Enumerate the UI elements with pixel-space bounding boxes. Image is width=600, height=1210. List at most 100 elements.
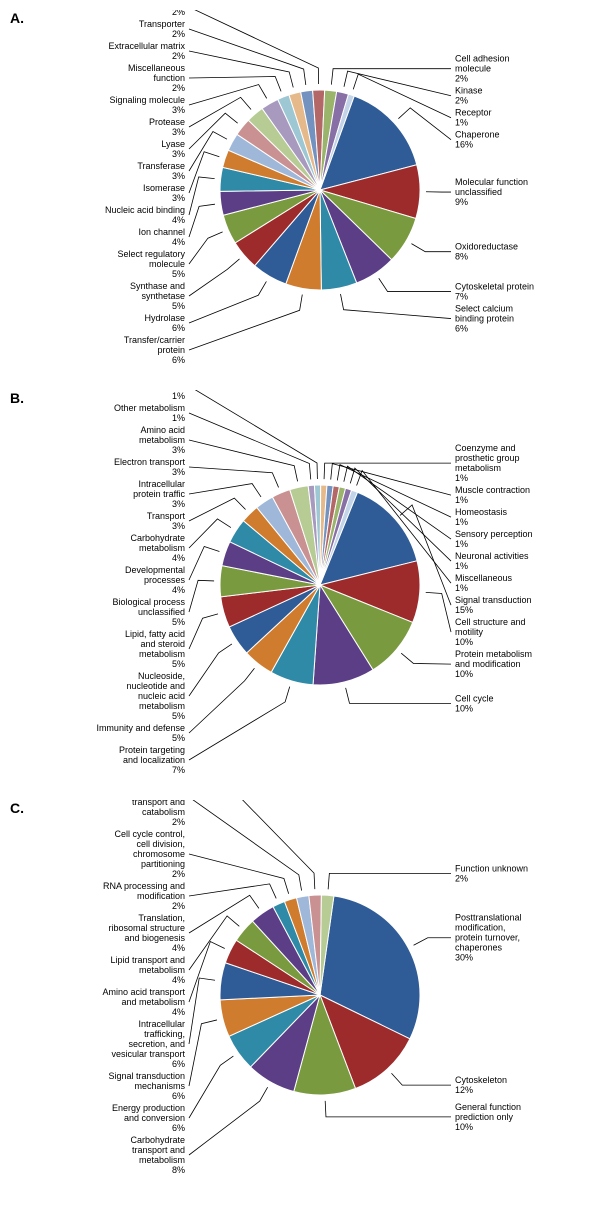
pie-chart: Cell adhesionmolecule2%Kinase2%Receptor1… — [10, 10, 590, 370]
slice-label: Translation,ribosomal structureand bioge… — [108, 913, 185, 953]
leader-line — [398, 108, 451, 140]
slice-label: Muscle contraction1% — [455, 485, 530, 505]
slice-label: Intracellularprotein traffic3% — [133, 479, 185, 509]
leader-line — [401, 653, 451, 664]
slice-label: Developmentalprocesses4% — [125, 565, 186, 595]
slice-label: Select regulatorymolecule5% — [117, 249, 185, 279]
leader-line — [189, 77, 281, 92]
slice-label: Neuronal activities1% — [455, 551, 529, 571]
leader-line — [189, 97, 251, 127]
slice-label: Amino acid transportand metabolism4% — [102, 987, 185, 1017]
slice-label: Signal transduction15% — [455, 595, 532, 615]
slice-label: Transfer/carrierprotein6% — [124, 335, 185, 365]
slice-label: Other metabolism1% — [114, 403, 185, 423]
slice-label: Oxidoreductase8% — [455, 242, 518, 262]
slice-label: Miscellaneous1% — [455, 573, 513, 593]
leader-line — [189, 29, 306, 85]
slice-label: Nucleoside,nucleotide andnucleic acidmet… — [126, 671, 185, 721]
slice-label: Carbohydratemetabolism4% — [130, 533, 185, 563]
slice-label: Cell adhesionmolecule2% — [455, 54, 510, 84]
slice-label: Nucleic acid binding4% — [105, 205, 185, 225]
leader-line — [391, 1073, 451, 1085]
slice-label: Signaling molecule3% — [109, 95, 185, 115]
slice-label: Ion channel4% — [138, 227, 185, 247]
slice-label: Kinase2% — [455, 86, 483, 106]
slice-label: Secondarymetabolitesbiosynthesis,transpo… — [132, 800, 186, 827]
leader-line — [379, 278, 451, 291]
slice-label: Ligase2% — [158, 10, 185, 17]
leader-line — [189, 10, 319, 84]
leader-line — [325, 1101, 451, 1117]
leader-line — [189, 467, 279, 487]
leader-line — [346, 688, 451, 704]
slice-label: Homeostasis1% — [455, 507, 508, 527]
slice-label: Cell cycle10% — [455, 693, 494, 713]
slice-label: Amino acidmetabolism3% — [139, 425, 185, 455]
slice-label: Synthase andsynthetase5% — [130, 281, 185, 311]
slice-label: Isomerase3% — [143, 183, 185, 203]
leader-line — [189, 800, 315, 889]
leader-line — [189, 942, 225, 1002]
leader-line — [189, 440, 298, 481]
chart-title-a: A. — [10, 10, 24, 26]
leader-line — [331, 69, 451, 85]
slice-label: Function unknown2% — [455, 863, 528, 883]
slice-label: Molecular functionunclassified9% — [455, 177, 528, 207]
slice-label: Sensory perception1% — [455, 529, 533, 549]
leader-line — [189, 519, 231, 548]
leader-line — [189, 978, 215, 1044]
slice-label: Receptor1% — [455, 108, 492, 128]
leader-line — [328, 873, 451, 889]
pie-chart: Coenzyme andprosthetic groupmetabolism1%… — [10, 390, 590, 780]
leader-line — [189, 259, 239, 296]
leader-line — [189, 1087, 268, 1155]
leader-line — [189, 854, 289, 894]
leader-line — [426, 592, 451, 632]
slice-label: Transporter2% — [139, 19, 185, 39]
leader-line — [189, 580, 214, 612]
slice-label: General functionprediction only10% — [455, 1102, 521, 1132]
slice-label: Intracellulartrafficking,secretion, andv… — [111, 1019, 185, 1069]
slice-label: Extracellular matrix2% — [108, 41, 185, 61]
leader-line — [189, 687, 290, 760]
leader-line — [189, 884, 276, 899]
leader-line — [189, 85, 267, 105]
leader-line — [414, 938, 451, 946]
leader-line — [324, 463, 451, 479]
leader-line — [411, 244, 451, 252]
slice-label: Immunity and defense5% — [96, 723, 185, 743]
slice-label: Carbohydratetransport andmetabolism8% — [130, 1135, 185, 1175]
slice-label: Select calciumbinding protein6% — [455, 304, 514, 334]
chart-title-c: C. — [10, 800, 24, 816]
slice-label: Cell structure andmotility10% — [455, 617, 526, 647]
leader-line — [189, 131, 227, 171]
slice-label: Biological processunclassified5% — [112, 597, 185, 627]
leader-line — [189, 152, 219, 193]
leader-line — [189, 232, 223, 264]
slice-label: Signal transductionmechanisms6% — [108, 1071, 185, 1101]
slice-label: Cytoskeleton12% — [455, 1075, 507, 1095]
leader-line — [189, 614, 218, 649]
slice-label: Protease3% — [149, 117, 185, 137]
slice-label: Coenzyme andprosthetic groupmetabolism1% — [455, 443, 520, 483]
chart-b: B.Coenzyme andprosthetic groupmetabolism… — [10, 390, 590, 780]
slice-label: Lipid transport andmetabolism4% — [110, 955, 185, 985]
slice-label: Hydrolase6% — [144, 313, 185, 333]
leader-line — [189, 1020, 217, 1086]
leader-line — [189, 295, 302, 350]
slice-label: Protein metabolismand modification10% — [455, 649, 532, 679]
slice-label: Cell proliferationand differentiation1% — [114, 390, 185, 401]
slice-label: Lipid, fatty acidand steroidmetabolism5% — [125, 629, 185, 669]
chart-c: C. Function unknown2% Posttranslationalmod… — [10, 800, 590, 1180]
chart-title-b: B. — [10, 390, 24, 406]
leader-line — [189, 204, 215, 237]
leader-line — [189, 644, 232, 696]
slice-label: Posttranslationalmodification,protein tu… — [455, 913, 522, 963]
slice-label: Chaperone16% — [455, 130, 500, 150]
slice-label: Electron transport3% — [114, 457, 186, 477]
leader-line — [189, 390, 317, 479]
leader-line — [189, 546, 219, 580]
slice-label: Cytoskeletal protein7% — [455, 282, 534, 302]
pie-chart: Function unknown2% Posttranslationalmodif… — [10, 800, 590, 1180]
leader-line — [189, 800, 302, 891]
